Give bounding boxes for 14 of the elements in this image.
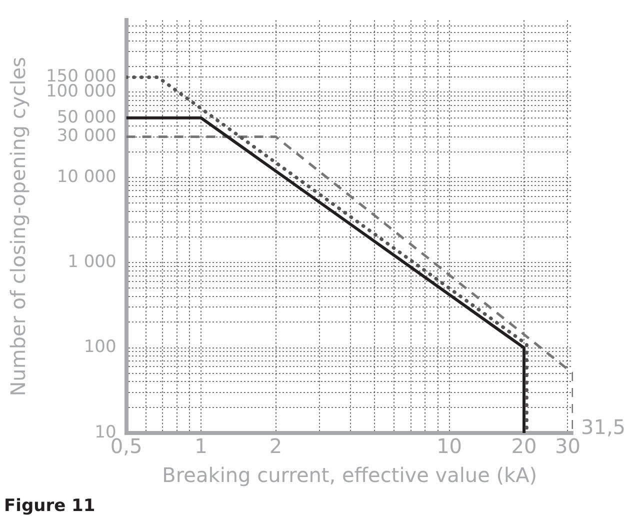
y-tick-label: 30 000 <box>56 126 116 146</box>
y-tick-label: 100 <box>84 337 116 358</box>
x-tick-label: 1 <box>194 434 208 458</box>
y-tick-label: 10 000 <box>56 166 116 187</box>
y-tick-label: 1 000 <box>68 252 116 272</box>
y-axis-title: Number of closing-opening cycles <box>6 56 30 396</box>
x-tick-label: 2 <box>269 434 282 458</box>
x-tick-label: 10 <box>436 434 462 458</box>
annotation: 31,5 <box>581 415 625 440</box>
caption: Figure 11 <box>4 496 96 516</box>
x-tick-label: 20 <box>511 434 537 458</box>
y-tick-label: 50 000 <box>56 107 116 128</box>
x-axis-title: Breaking current, effective value (kA) <box>162 463 538 488</box>
x-tick-label: 30 <box>555 434 580 458</box>
